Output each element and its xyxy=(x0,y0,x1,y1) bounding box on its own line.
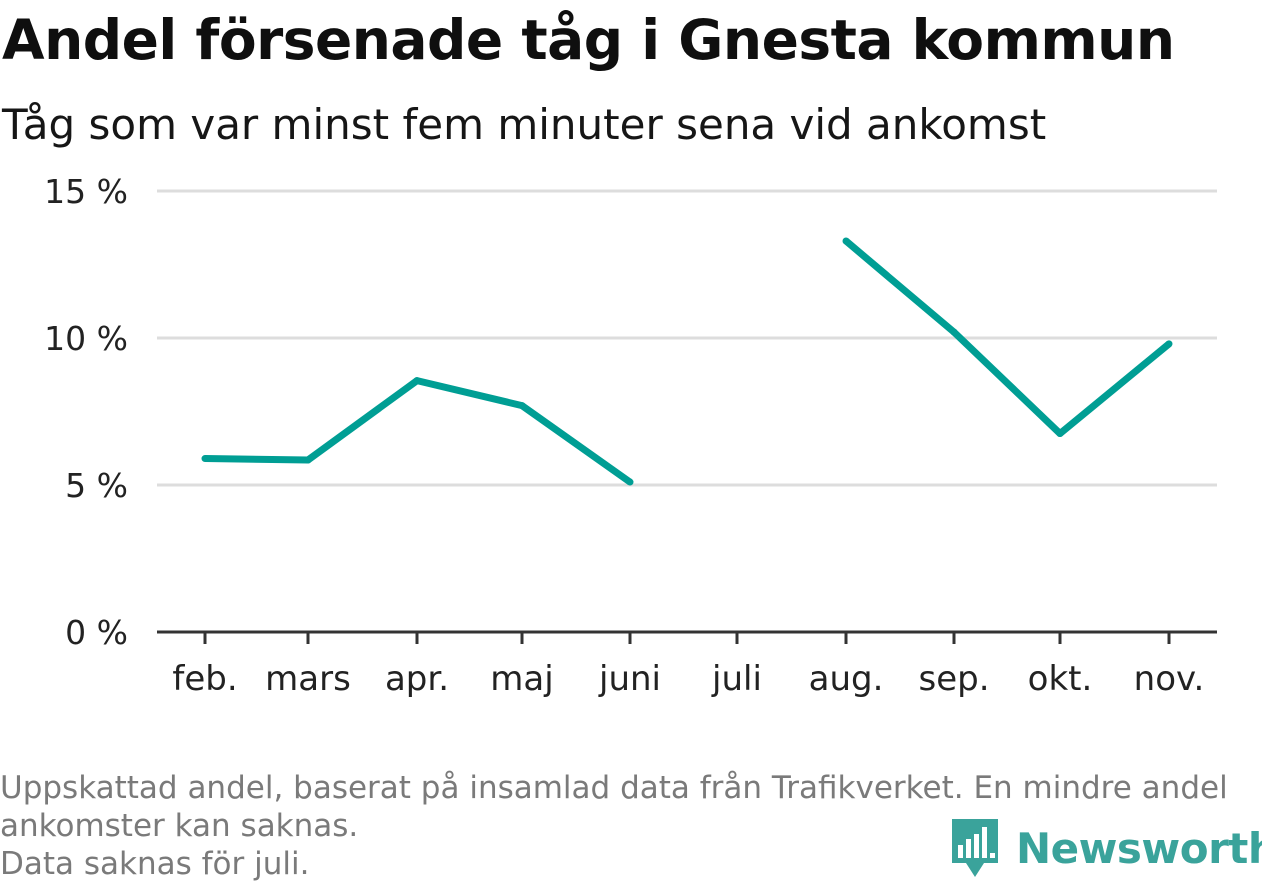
line-chart: 0 % 5 % 10 % 15 % feb. mars apr. maj juni juli aug… xyxy=(44,172,1217,699)
brand-name: Newsworthy xyxy=(1016,823,1262,873)
newsworthy-logo-icon xyxy=(952,819,998,877)
x-tick-label: aug. xyxy=(809,659,884,699)
series-line xyxy=(843,238,1172,438)
data-point xyxy=(304,456,312,464)
footnote-line: Uppskattad andel, baserat på insamlad da… xyxy=(0,770,1228,806)
data-point xyxy=(626,478,634,486)
x-tick-label: sep. xyxy=(918,659,989,699)
x-tick-label: juni xyxy=(598,659,661,699)
chart-title: Andel försenade tåg i Gnesta kommun xyxy=(2,8,1175,72)
x-tick-label: okt. xyxy=(1028,659,1093,699)
x-tick-label: apr. xyxy=(385,659,449,699)
data-point xyxy=(842,237,850,245)
footnote-line: Data saknas för juli. xyxy=(0,846,310,882)
chart-subtitle: Tåg som var minst fem minuter sena vid a… xyxy=(2,100,1047,149)
x-tick-label: juli xyxy=(711,659,762,699)
y-tick-label: 5 % xyxy=(65,466,128,505)
data-point xyxy=(413,377,421,385)
data-point xyxy=(1056,430,1064,438)
footnote: Uppskattad andel, baserat på insamlad da… xyxy=(0,769,1250,883)
data-point xyxy=(950,328,958,336)
data-point xyxy=(1165,340,1173,348)
y-tick-label: 10 % xyxy=(44,319,128,358)
data-point xyxy=(201,455,209,463)
y-tick-label: 15 % xyxy=(44,172,128,211)
x-tick-label: nov. xyxy=(1134,659,1205,699)
data-point xyxy=(518,402,526,410)
x-tick-label: feb. xyxy=(172,659,237,699)
x-tick-label: mars xyxy=(265,659,351,699)
series-line xyxy=(204,377,633,485)
x-tick-label: maj xyxy=(490,659,553,699)
y-tick-label: 0 % xyxy=(65,613,128,652)
brand: Newsworthy xyxy=(950,817,1262,879)
footnote-line: ankomster kan saknas. xyxy=(0,808,359,844)
